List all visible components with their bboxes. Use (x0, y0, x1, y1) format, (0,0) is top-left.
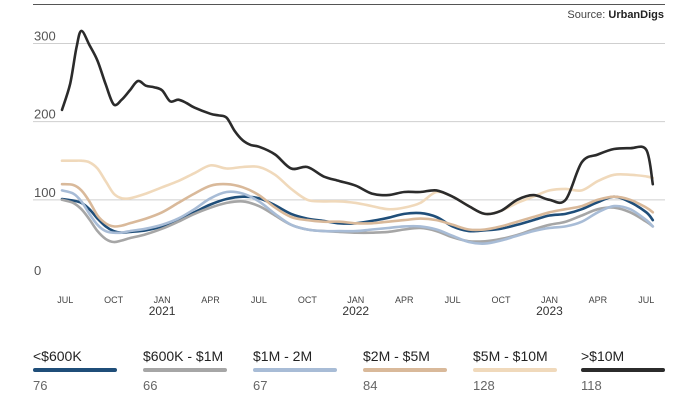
x-tick-label: APR (201, 295, 220, 305)
source-prefix: Source: (567, 9, 606, 21)
legend-swatch (581, 368, 665, 372)
y-tick-label: 200 (34, 107, 56, 122)
y-axis: 0 100 200 300 (34, 28, 56, 278)
x-tick-label: JAN (541, 295, 558, 305)
series-line-3 (60, 182, 655, 232)
series-line-4 (60, 159, 655, 216)
x-tick-year: 2023 (536, 304, 563, 318)
legend-value: 67 (253, 378, 268, 393)
gridlines (33, 42, 665, 201)
legend-value: 128 (473, 378, 495, 393)
legend-label: <$600K (33, 348, 82, 364)
top-rule (33, 4, 665, 5)
source-credit: Source: UrbanDigs (567, 9, 664, 21)
series-line-5 (60, 29, 655, 216)
x-tick-label: JUL (445, 295, 461, 305)
x-tick-label: JAN (347, 295, 364, 305)
x-tick-label: OCT (104, 295, 124, 305)
legend-label: $600K - $1M (143, 348, 224, 364)
legend-value: 76 (33, 378, 48, 393)
x-tick-label: JAN (154, 295, 171, 305)
x-tick-label: OCT (492, 295, 512, 305)
y-tick-label: 300 (34, 28, 56, 43)
legend-item-1m-2m: $1M - 2M 67 (253, 348, 365, 393)
legend-value: 84 (363, 378, 378, 393)
legend-swatch (253, 368, 337, 372)
x-tick-label: JUL (57, 295, 73, 305)
legend-item-5m-10m: $5M - $10M 128 (473, 348, 585, 393)
series-line-2 (60, 189, 655, 245)
legend-swatch (143, 368, 227, 372)
legend-item-2m-5m: $2M - $5M 84 (363, 348, 475, 393)
legend-value: 118 (581, 378, 602, 393)
legend-value: 66 (143, 378, 158, 393)
x-tick-label: APR (395, 295, 414, 305)
legend-swatch (363, 368, 447, 372)
x-tick-year: 2022 (342, 304, 369, 318)
legend-swatch (33, 368, 117, 372)
y-tick-label: 0 (34, 263, 41, 278)
legend-item-under-600k: <$600K 76 (33, 348, 145, 393)
legend-label: $2M - $5M (363, 348, 430, 364)
legend-label: $5M - $10M (473, 348, 548, 364)
series-lines (60, 29, 655, 245)
x-tick-year: 2021 (149, 304, 176, 318)
x-tick-label: JUL (251, 295, 267, 305)
legend-item-600k-1m: $600K - $1M 66 (143, 348, 255, 393)
legend-swatch (473, 368, 557, 372)
legend-label: $1M - 2M (253, 348, 313, 364)
legend: <$600K 76 $600K - $1M 66 $1M - 2M 67 $2M… (33, 348, 673, 408)
x-tick-label: JUL (638, 295, 654, 305)
y-tick-label: 100 (34, 185, 56, 200)
x-tick-label: APR (589, 295, 608, 305)
series-line-1 (60, 198, 655, 244)
x-tick-label: OCT (298, 295, 318, 305)
source-name: UrbanDigs (608, 9, 664, 21)
legend-label: >$10M (581, 348, 625, 364)
legend-item-over-10m: >$10M 118 (581, 348, 693, 393)
